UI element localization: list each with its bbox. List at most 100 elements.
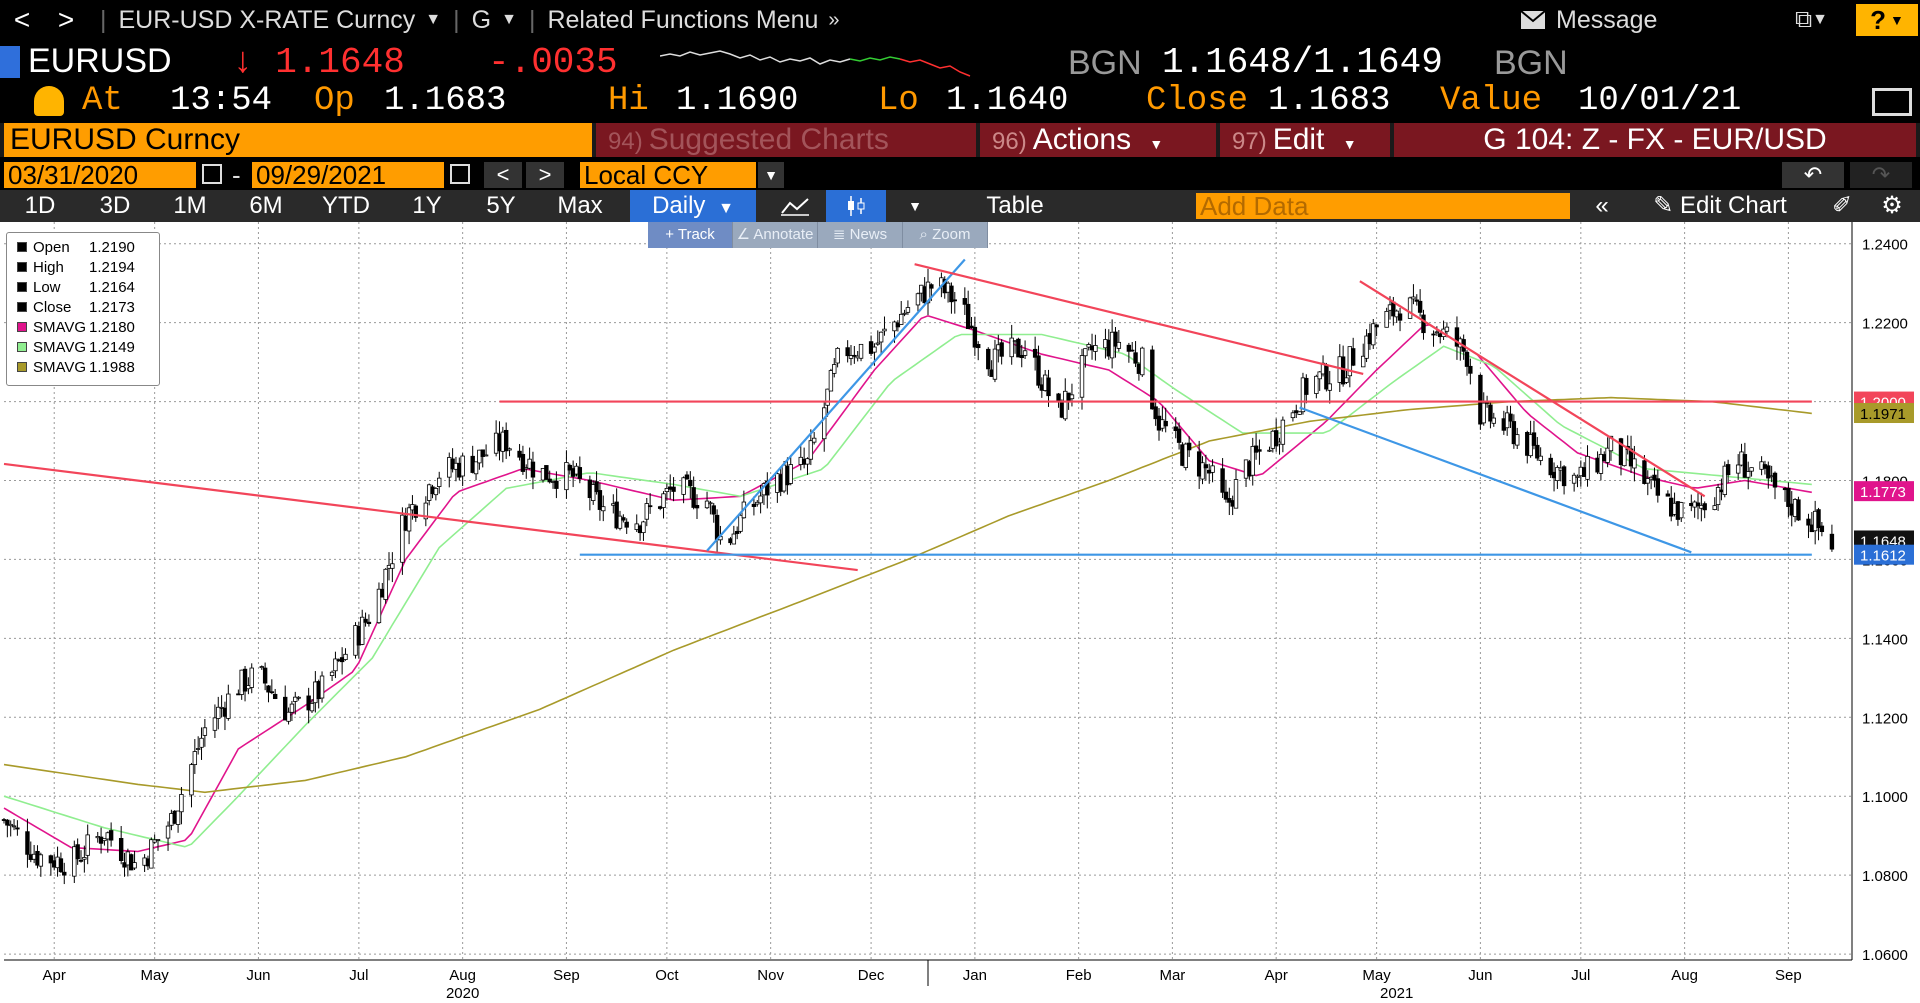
candle: [597, 482, 603, 521]
candle-chart-icon[interactable]: [826, 190, 886, 222]
legend-value: 1.2180: [89, 318, 135, 336]
candle: [1113, 326, 1118, 358]
currency-select[interactable]: Local CCY: [580, 162, 756, 188]
range-ytd[interactable]: YTD: [322, 192, 370, 219]
candle: [1816, 507, 1821, 541]
candle: [78, 850, 84, 863]
message-button[interactable]: Message: [1520, 0, 1657, 40]
price-chart[interactable]: 1.06001.08001.10001.12001.14001.16001.18…: [0, 222, 1920, 1003]
gauge-icon[interactable]: [34, 86, 64, 116]
candle: [75, 838, 80, 865]
table-button[interactable]: Table: [986, 192, 1044, 219]
candle-body: [1628, 448, 1634, 467]
x-tick-label: Dec: [858, 967, 885, 984]
range-3d[interactable]: 3D: [99, 192, 131, 219]
candle: [48, 854, 54, 876]
annotate-tool[interactable]: ∠ Annotate: [733, 222, 818, 248]
trendline[interactable]: [3, 462, 858, 572]
add-data-input[interactable]: Add Data: [1196, 193, 1570, 219]
undo-icon: ↶: [1803, 162, 1823, 187]
g-menu[interactable]: G ▼: [472, 6, 517, 35]
candle-body: [1468, 365, 1473, 374]
candle: [1575, 474, 1580, 488]
edit-chart-button[interactable]: ✎ Edit Chart: [1630, 190, 1810, 222]
back-button[interactable]: <: [13, 4, 31, 35]
candle-body: [899, 313, 904, 325]
security-menu[interactable]: EUR-USD X-RATE Curncy ▼: [119, 6, 442, 35]
line-chart-icon[interactable]: [766, 190, 824, 222]
candle-body: [644, 503, 649, 520]
candle-body: [1140, 347, 1145, 376]
candle: [1203, 454, 1209, 481]
candle: [306, 687, 311, 724]
candle: [1022, 340, 1028, 359]
chart-legend[interactable]: Open 1.2190 High 1.2194 Low 1.2164 Close 1.2…: [6, 232, 160, 386]
next-period-button[interactable]: >: [526, 162, 564, 188]
undo-button[interactable]: ↶: [1782, 162, 1844, 188]
range-1d[interactable]: 1D: [24, 192, 56, 219]
candle-body: [1665, 493, 1671, 497]
edit-layout-icon[interactable]: ✐: [1831, 192, 1853, 219]
track-tool[interactable]: + Track: [648, 222, 733, 248]
start-date-input[interactable]: 03/31/2020: [4, 162, 196, 188]
redo-button[interactable]: ↷: [1850, 162, 1912, 188]
calendar-icon[interactable]: [450, 164, 470, 184]
trendline[interactable]: [1299, 406, 1692, 554]
range-1y[interactable]: 1Y: [412, 192, 442, 219]
forward-button[interactable]: >: [57, 4, 75, 35]
range-6m[interactable]: 6M: [249, 192, 283, 219]
x-tick-label: Aug: [449, 967, 476, 984]
collapse-icon[interactable]: «: [1595, 192, 1609, 219]
help-button[interactable]: ? ▼: [1856, 4, 1918, 36]
range-1m[interactable]: 1M: [173, 192, 207, 219]
window-menu-button[interactable]: ⧉ ▼: [1795, 0, 1828, 40]
frequency-select[interactable]: Daily ▼: [630, 190, 756, 222]
legend-row: Low 1.2164: [17, 277, 155, 297]
suggested-charts-button[interactable]: 94) Suggested Charts: [596, 123, 976, 157]
prev-period-button[interactable]: <: [484, 162, 522, 188]
candle-body: [915, 293, 921, 306]
gear-icon[interactable]: ⚙: [1881, 192, 1903, 219]
candle: [952, 291, 957, 314]
chevron-down-icon[interactable]: ▼: [758, 162, 784, 188]
candle: [199, 727, 204, 760]
annotate-pen-icon[interactable]: [1872, 88, 1912, 116]
security-field[interactable]: EURUSD Curncy: [4, 123, 592, 157]
candle-body: [1796, 499, 1801, 521]
candle: [1712, 497, 1717, 511]
price-tag-bg: [1854, 481, 1914, 502]
candle-body: [872, 346, 877, 353]
candle-body: [902, 312, 907, 315]
candle-body: [1652, 474, 1657, 481]
chart-area[interactable]: 1.06001.08001.10001.12001.14001.16001.18…: [0, 222, 1920, 1003]
price-tag-label: 1.1773: [1860, 484, 1906, 501]
candle: [1508, 405, 1513, 428]
end-date-input[interactable]: 09/29/2021: [252, 162, 444, 188]
candle-body: [1511, 421, 1517, 445]
x-tick-label: Feb: [1066, 967, 1092, 984]
edit-num: 97): [1232, 128, 1267, 155]
candle: [503, 422, 509, 459]
range-5y[interactable]: 5Y: [486, 192, 516, 219]
candle: [175, 810, 181, 833]
calendar-icon[interactable]: [202, 164, 222, 184]
candle: [641, 520, 646, 541]
news-tool[interactable]: ≣ News: [818, 222, 903, 248]
trendlines[interactable]: [3, 258, 1812, 572]
candle: [1036, 345, 1041, 389]
range-max[interactable]: Max: [557, 192, 603, 219]
edit-menu[interactable]: 97) Edit ▼: [1220, 123, 1390, 157]
candle-body: [1598, 453, 1604, 474]
candle-body: [1069, 394, 1075, 400]
candle-body: [1642, 460, 1647, 484]
candle: [202, 719, 208, 747]
zoom-tool[interactable]: ⌕ Zoom: [903, 222, 988, 248]
trendline[interactable]: [706, 258, 966, 552]
trendline[interactable]: [914, 263, 1364, 376]
actions-menu[interactable]: 96) Actions ▼: [980, 123, 1216, 157]
related-functions-menu[interactable]: Related Functions Menu »: [547, 6, 839, 35]
candle-body: [1273, 430, 1279, 447]
trendline[interactable]: [1359, 280, 1706, 498]
chevron-down-icon[interactable]: ▼: [908, 198, 922, 214]
legend-name: SMAVG: [33, 318, 87, 336]
